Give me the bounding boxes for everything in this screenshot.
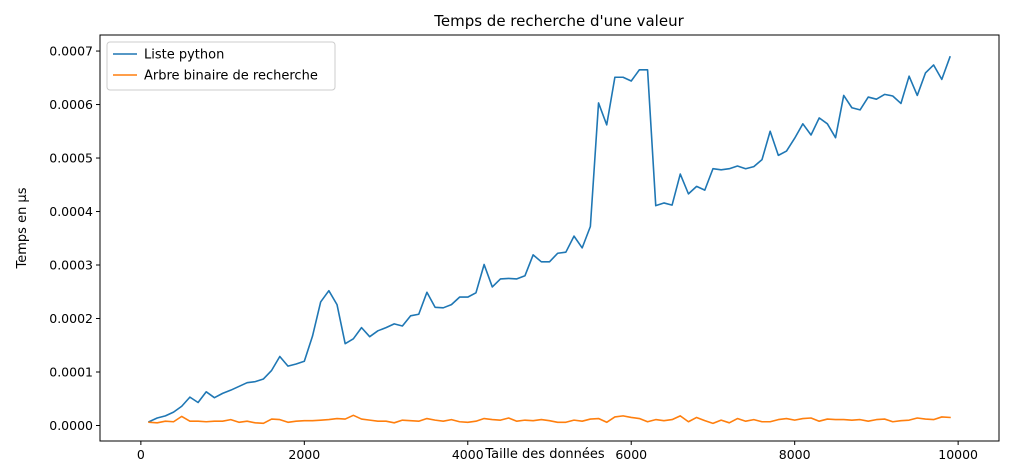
axes-frame bbox=[99, 34, 1000, 442]
legend: Liste python Arbre binaire de recherche bbox=[106, 41, 336, 91]
y-axis-label: Temps en µs bbox=[15, 187, 30, 269]
x-tick-label: 10000 bbox=[938, 447, 978, 462]
x-tick-label: 2000 bbox=[288, 447, 320, 462]
y-tick-label: 0.0002 bbox=[49, 311, 93, 326]
series-line-0 bbox=[147, 55, 951, 423]
y-tick-label: 0.0006 bbox=[49, 97, 93, 112]
y-axis: 0.0000 0.0001 0.0002 0.0003 0.0004 0.0005 0.00… bbox=[49, 44, 100, 433]
x-tick-label: 4000 bbox=[452, 447, 484, 462]
x-axis: 0 2000 4000 6000 8000 10000 bbox=[137, 441, 978, 462]
y-tick-label: 0.0004 bbox=[49, 204, 93, 219]
plot-lines bbox=[147, 55, 951, 425]
legend-box bbox=[106, 41, 336, 91]
x-tick-label: 6000 bbox=[615, 447, 647, 462]
y-tick-label: 0.0003 bbox=[49, 258, 93, 273]
legend-entry: Liste python bbox=[144, 48, 224, 63]
chart-title: Temps de recherche d'une valeur bbox=[433, 12, 684, 30]
series-line-1 bbox=[148, 414, 951, 425]
y-tick-label: 0.0005 bbox=[49, 151, 93, 166]
legend-entry: Arbre binaire de recherche bbox=[144, 69, 318, 84]
x-axis-label: Taille des données bbox=[484, 447, 605, 462]
x-tick-label: 8000 bbox=[779, 447, 811, 462]
x-tick-label: 0 bbox=[137, 447, 145, 462]
y-tick-label: 0.0001 bbox=[49, 364, 93, 379]
y-tick-label: 0.0007 bbox=[49, 44, 93, 59]
y-tick-label: 0.0000 bbox=[49, 418, 93, 433]
